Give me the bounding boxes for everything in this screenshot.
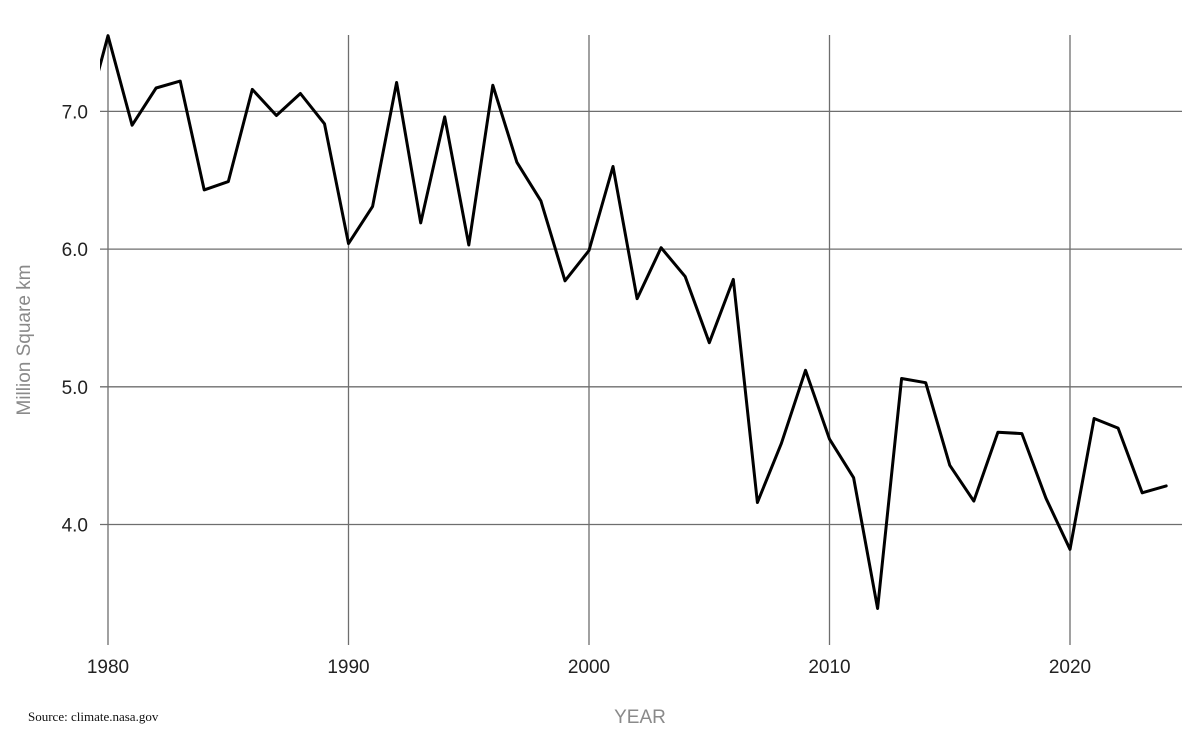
x-axis-title: YEAR (614, 707, 666, 728)
source-note: Source: climate.nasa.gov (28, 709, 159, 724)
y-tick-label-6.0: 6.0 (62, 240, 88, 261)
series-line-1 (100, 34, 1168, 610)
x-tick-label-2000: 2000 (568, 657, 610, 678)
y-axis-title: Million Square km (14, 265, 35, 416)
grid-layer (100, 35, 1182, 645)
x-tick-label-1990: 1990 (327, 657, 369, 678)
axis-labels: Million Square km YEAR Source: climate.n… (14, 265, 666, 729)
x-tick-label-2010: 2010 (808, 657, 850, 678)
y-tick-label-5.0: 5.0 (62, 378, 88, 399)
tick-labels: 1980 1990 2000 2010 2020 4.0 5.0 6.0 7.0 (62, 102, 1092, 678)
x-tick-label-1980: 1980 (87, 657, 129, 678)
y-tick-label-4.0: 4.0 (62, 516, 88, 537)
x-tick-label-2020: 2020 (1049, 657, 1091, 678)
y-tick-label-7.0: 7.0 (62, 102, 88, 123)
series-layer (100, 34, 1168, 610)
